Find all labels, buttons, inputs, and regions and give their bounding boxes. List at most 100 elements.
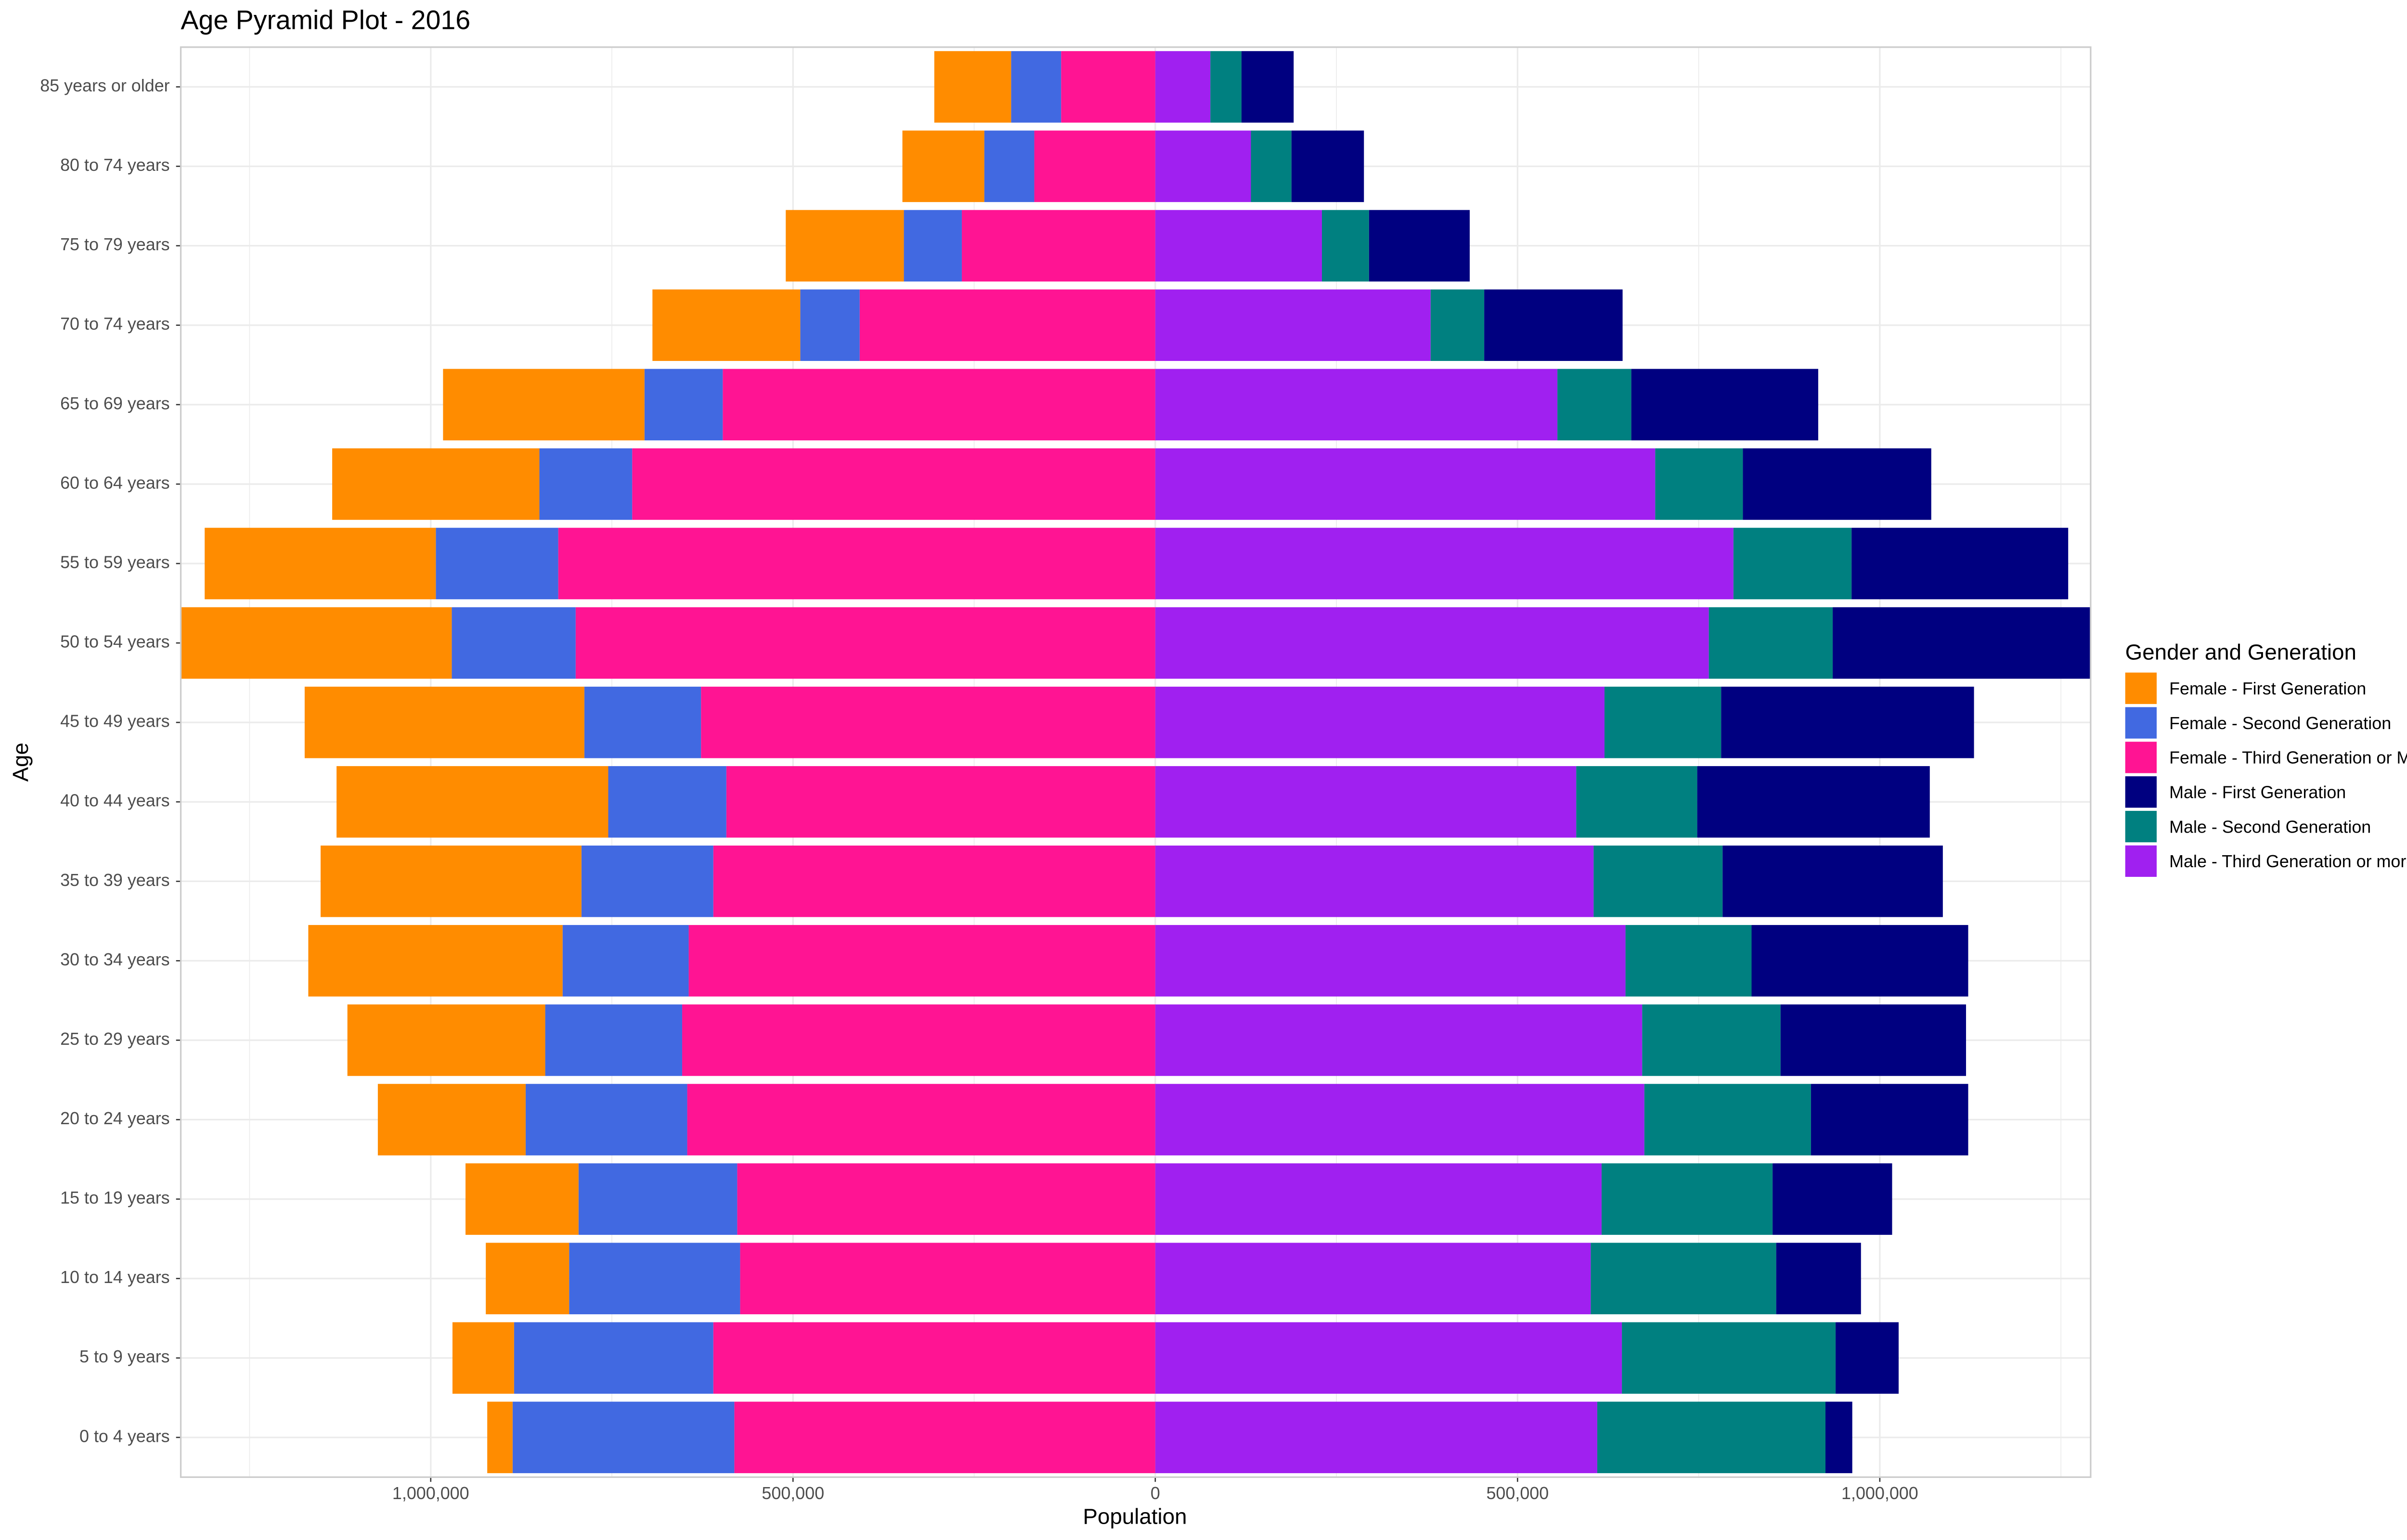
- bar: [512, 1401, 735, 1474]
- bar: [1155, 607, 1709, 679]
- y-tick-label: 45 to 49 years: [60, 711, 170, 731]
- bar: [1369, 210, 1470, 282]
- legend-swatch: [2125, 672, 2157, 704]
- bar: [1430, 289, 1485, 361]
- bar: [726, 766, 1155, 838]
- bar: [514, 1322, 713, 1394]
- bar: [1155, 846, 1594, 917]
- x-tick-label: 1,000,000: [1841, 1483, 1918, 1503]
- bar: [859, 289, 1155, 361]
- y-tick-label: 75 to 79 years: [60, 234, 170, 254]
- bar: [1034, 130, 1155, 202]
- bar: [181, 607, 452, 679]
- bar: [1697, 766, 1930, 838]
- plot-border: [180, 46, 2092, 1478]
- legend-swatch: [2125, 707, 2157, 739]
- bar: [1833, 607, 2091, 679]
- bar: [1836, 1322, 1899, 1394]
- bar: [786, 210, 904, 282]
- y-tick-label: 55 to 59 years: [60, 552, 170, 572]
- bar: [1557, 369, 1631, 441]
- x-tick-label: 1,000,000: [392, 1483, 469, 1503]
- y-tick-label: 30 to 34 years: [60, 950, 170, 969]
- legend-title: Gender and Generation: [2125, 640, 2356, 664]
- bar: [1597, 1401, 1826, 1474]
- bar: [578, 1163, 738, 1235]
- bar: [1773, 1163, 1892, 1235]
- bar: [800, 289, 860, 361]
- bar: [1155, 289, 1431, 361]
- bar: [1751, 925, 1968, 997]
- y-tick-label: 35 to 39 years: [60, 870, 170, 890]
- y-tick-label: 60 to 64 years: [60, 473, 170, 492]
- bar: [1155, 527, 1734, 600]
- bar: [1576, 766, 1697, 838]
- y-tick-label: 85 years or older: [40, 76, 169, 95]
- bar: [336, 766, 608, 838]
- bar: [1851, 527, 2069, 600]
- bar: [644, 369, 723, 441]
- bar: [961, 210, 1155, 282]
- bar: [1155, 1084, 1644, 1155]
- bar: [377, 1084, 526, 1155]
- bar: [1655, 448, 1743, 520]
- bar: [558, 527, 1155, 600]
- y-tick-label: 80 to 74 years: [60, 155, 170, 175]
- x-tick-label: 500,000: [762, 1483, 824, 1503]
- bar: [1776, 1243, 1861, 1314]
- bar: [452, 607, 576, 679]
- legend-label: Female - Second Generation: [2169, 713, 2391, 733]
- bar: [1011, 51, 1061, 123]
- bar: [1155, 686, 1605, 758]
- bar: [1061, 51, 1155, 123]
- y-tick-label: 25 to 29 years: [60, 1029, 170, 1049]
- bar: [443, 369, 645, 441]
- bar: [1155, 1163, 1602, 1235]
- bar: [934, 51, 1011, 123]
- bar: [904, 210, 962, 282]
- bar: [1811, 1084, 1968, 1155]
- legend-swatch: [2125, 810, 2157, 843]
- bar: [1780, 1004, 1966, 1076]
- bar: [1155, 1243, 1591, 1314]
- bar: [1155, 51, 1211, 123]
- bar: [569, 1243, 740, 1314]
- bar: [1604, 686, 1721, 758]
- legend-label: Male - Second Generation: [2169, 817, 2371, 836]
- bar: [347, 1004, 545, 1076]
- bar: [205, 527, 436, 600]
- bar: [466, 1163, 579, 1235]
- y-tick-label: 20 to 24 years: [60, 1108, 170, 1128]
- bar: [1708, 607, 1833, 679]
- bar: [332, 448, 540, 520]
- bar: [984, 130, 1035, 202]
- bar: [320, 846, 582, 917]
- y-tick-label: 65 to 69 years: [60, 393, 170, 413]
- legend-label: Female - First Generation: [2169, 679, 2366, 698]
- bar: [1210, 51, 1242, 123]
- bar: [1591, 1243, 1776, 1314]
- bar: [1291, 130, 1364, 202]
- bar: [1642, 1004, 1781, 1076]
- legend-label: Female - Third Generation or More: [2169, 748, 2407, 768]
- legend-swatch: [2125, 845, 2157, 877]
- x-axis-title: Population: [1083, 1504, 1187, 1528]
- bar: [436, 527, 558, 600]
- y-axis-title: Age: [8, 743, 33, 782]
- bar: [902, 130, 984, 202]
- x-tick-label: 500,000: [1486, 1483, 1549, 1503]
- y-tick-label: 70 to 74 years: [60, 314, 170, 334]
- bar: [1625, 925, 1752, 997]
- bar: [486, 1243, 569, 1314]
- bar: [1155, 210, 1322, 282]
- bar: [740, 1243, 1155, 1314]
- bar: [1155, 1322, 1622, 1394]
- bar: [701, 686, 1155, 758]
- legend-swatch: [2125, 742, 2157, 773]
- bar: [575, 607, 1155, 679]
- y-tick-label: 10 to 14 years: [60, 1267, 170, 1287]
- bar: [1155, 130, 1251, 202]
- bar: [682, 1004, 1155, 1076]
